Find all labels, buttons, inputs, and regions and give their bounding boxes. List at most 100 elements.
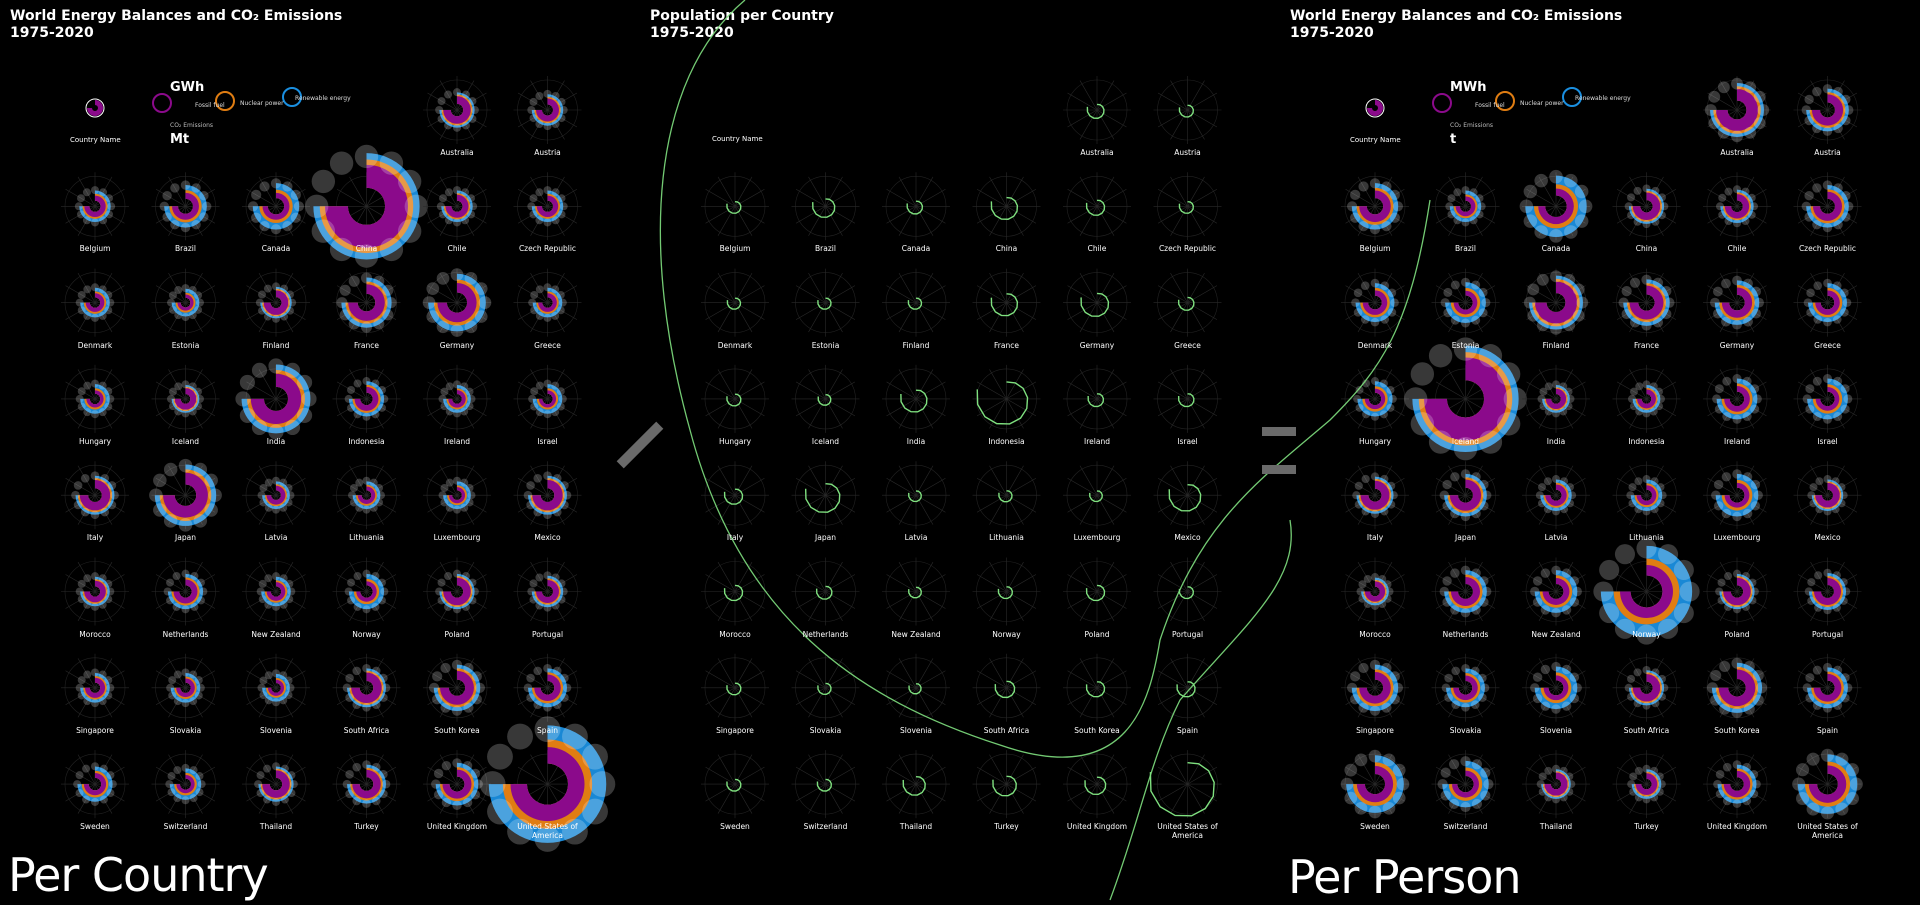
co2-bubble bbox=[362, 703, 371, 712]
co2-bubble bbox=[557, 114, 566, 123]
co2-bubble bbox=[336, 297, 348, 309]
country-glyph bbox=[1063, 268, 1131, 337]
guide-spoke bbox=[886, 302, 917, 320]
co2-bubble bbox=[1820, 806, 1835, 820]
co2-bubble bbox=[1839, 491, 1848, 500]
guide-spoke bbox=[1719, 658, 1738, 688]
co2-bubble bbox=[1428, 430, 1453, 454]
guide-spoke bbox=[349, 176, 367, 207]
co2-bubble bbox=[1732, 469, 1742, 479]
co2-bubble bbox=[1809, 483, 1818, 492]
guide-spoke bbox=[1079, 658, 1098, 688]
guide-spoke bbox=[1187, 766, 1218, 785]
co2-bubble bbox=[1743, 316, 1753, 327]
co2-bubble bbox=[1651, 217, 1660, 226]
country-glyph bbox=[1793, 557, 1862, 626]
co2-bubble bbox=[507, 818, 533, 845]
co2-bubble bbox=[1552, 409, 1560, 418]
population-line bbox=[1178, 200, 1195, 214]
guide-spoke bbox=[898, 754, 917, 785]
co2-bubble bbox=[1450, 605, 1460, 615]
guide-spoke bbox=[1629, 273, 1647, 303]
co2-bubble bbox=[355, 503, 364, 512]
country-glyph bbox=[882, 557, 950, 626]
co2-bubble bbox=[1833, 123, 1843, 134]
co2-bubble bbox=[1479, 501, 1489, 511]
co2-bubble bbox=[349, 483, 358, 492]
country-label-1: Spain bbox=[1177, 725, 1198, 735]
fossil-area bbox=[262, 770, 290, 798]
co2-bubble bbox=[1442, 501, 1452, 511]
guide-spoke bbox=[1170, 109, 1188, 140]
caption-per-country: Per Country bbox=[8, 848, 269, 902]
co2-bubble bbox=[468, 578, 477, 587]
country-label-0: China bbox=[355, 244, 378, 254]
co2-bubble bbox=[432, 671, 443, 682]
country-label-1: China bbox=[995, 244, 1018, 254]
fossil-area bbox=[174, 388, 197, 410]
guide-spoke bbox=[1006, 273, 1024, 303]
country-glyph bbox=[1793, 172, 1862, 241]
country-glyph bbox=[1063, 172, 1131, 241]
guide-spoke bbox=[705, 285, 736, 303]
country-label-2: Ireland bbox=[1724, 436, 1750, 446]
guide-spoke bbox=[1797, 92, 1828, 111]
co2-bubble bbox=[194, 291, 203, 300]
fossil-area bbox=[176, 774, 195, 794]
guide-spoke bbox=[717, 754, 736, 785]
co2-bubble bbox=[98, 311, 107, 320]
country-glyph bbox=[1431, 557, 1500, 626]
co2-bubble bbox=[1835, 802, 1849, 816]
guide-spoke bbox=[1067, 591, 1098, 609]
co2-bubble bbox=[1807, 596, 1816, 605]
population-line bbox=[804, 483, 841, 513]
co2-bubble bbox=[1733, 569, 1741, 578]
co2-bubble bbox=[526, 481, 535, 490]
co2-bubble bbox=[1387, 481, 1396, 490]
country-glyph bbox=[1341, 268, 1409, 337]
co2-bubble bbox=[1812, 183, 1822, 193]
co2-bubble bbox=[1841, 212, 1851, 222]
co2-bubble bbox=[556, 290, 565, 299]
guide-spoke bbox=[1170, 369, 1188, 400]
fossil-area bbox=[354, 386, 379, 411]
guide-spoke bbox=[349, 754, 367, 785]
co2-bubble bbox=[1661, 308, 1672, 320]
country-label-0: Italy bbox=[86, 533, 104, 543]
guide-spoke bbox=[427, 670, 458, 689]
guide-spoke bbox=[1538, 176, 1557, 207]
co2-bubble bbox=[1440, 790, 1451, 801]
country-glyph bbox=[151, 172, 220, 241]
co2-bubble bbox=[347, 578, 356, 587]
fossil-area bbox=[86, 390, 104, 408]
guide-spoke bbox=[439, 80, 458, 111]
fossil-area bbox=[1453, 290, 1478, 315]
guide-spoke bbox=[517, 670, 548, 689]
co2-bubble bbox=[362, 505, 371, 514]
co2-bubble bbox=[1840, 308, 1849, 317]
guide-spoke bbox=[1707, 92, 1738, 111]
co2-bubble bbox=[1537, 483, 1546, 492]
guide-spoke bbox=[1707, 206, 1738, 224]
country-label-1: United States of America bbox=[1157, 822, 1218, 841]
co2-bubble bbox=[90, 510, 100, 520]
co2-bubble bbox=[1722, 376, 1732, 386]
country-glyph bbox=[1612, 268, 1681, 337]
co2-bubble bbox=[1710, 297, 1720, 308]
co2-bubble bbox=[1717, 578, 1726, 587]
guide-spoke bbox=[886, 687, 917, 706]
co2-bubble bbox=[1832, 571, 1841, 580]
co2-bubble bbox=[1710, 669, 1722, 682]
guide-spoke bbox=[336, 670, 367, 689]
co2-bubble bbox=[1378, 574, 1387, 583]
fossil-area bbox=[440, 670, 474, 705]
co2-bubble bbox=[462, 797, 473, 808]
fossil-area bbox=[1359, 672, 1391, 704]
co2-bubble bbox=[535, 601, 544, 610]
fossil-area bbox=[1721, 287, 1753, 318]
fossil-area bbox=[1723, 577, 1751, 606]
country-label-2: Slovakia bbox=[1449, 725, 1482, 735]
country-glyph bbox=[1153, 268, 1222, 337]
co2-bubble bbox=[543, 218, 552, 227]
guide-spoke bbox=[1096, 687, 1127, 706]
